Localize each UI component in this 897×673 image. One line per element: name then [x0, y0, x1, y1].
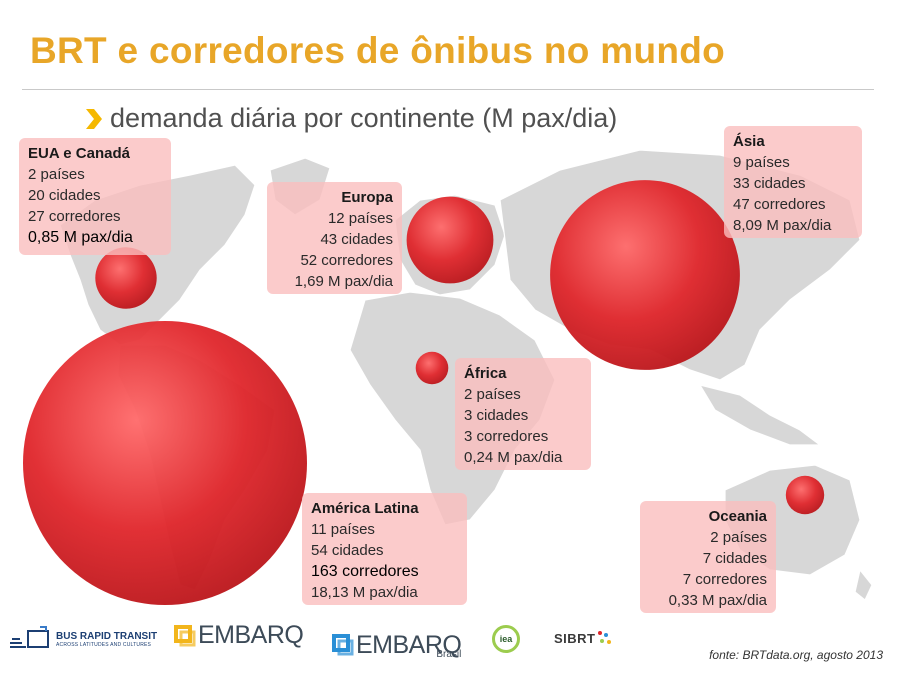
chevron-right-icon [86, 108, 102, 129]
brt-logo: BUS RAPID TRANSIT ACROSS LATITUDES AND C… [8, 625, 157, 653]
label-corredores: 163 corredores [311, 563, 419, 580]
sibrt-logo-text: SIBRT [554, 630, 596, 646]
bus-icon [10, 626, 49, 648]
embarq-brasil-logo-text: EMBARQ [356, 630, 462, 659]
label-corredores: 52 corredores [300, 252, 393, 269]
label-name: América Latina [311, 500, 419, 517]
label-cidades: 33 cidades [733, 175, 806, 192]
title-divider [22, 89, 874, 90]
label-cidades: 20 cidades [28, 187, 101, 204]
label-demanda: 8,09 M pax/dia [733, 217, 832, 234]
label-corredores: 47 corredores [733, 196, 826, 213]
brt-logo-title: BUS RAPID TRANSIT [56, 630, 158, 642]
label-eua-canada: EUA e Canadá 2 países 20 cidades 27 corr… [19, 138, 171, 255]
partner-logos: BUS RAPID TRANSIT ACROSS LATITUDES AND C… [0, 615, 897, 670]
label-name: Oceania [708, 508, 767, 525]
bubble-áfrica [415, 351, 449, 385]
label-oceania: Oceania 2 países 7 cidades 7 corredores … [640, 501, 776, 613]
label-paises: 9 países [733, 154, 790, 171]
land-new-zealand [854, 568, 873, 601]
label-cidades: 43 cidades [320, 231, 393, 248]
label-africa: África 2 países 3 cidades 3 corredores 0… [455, 358, 591, 470]
label-corredores: 7 corredores [682, 571, 767, 588]
label-paises: 2 países [464, 386, 521, 403]
label-name: Europa [341, 189, 393, 206]
sibrt-logo: SIBRT [554, 629, 614, 647]
label-cidades: 54 cidades [311, 542, 384, 559]
iea-logo: iea [492, 625, 520, 653]
bubble-eua-e-canadá [95, 247, 157, 309]
label-demanda: 0,24 M pax/dia [464, 449, 563, 466]
label-corredores: 3 corredores [464, 428, 549, 445]
embarq-brasil-mark-icon [332, 634, 354, 656]
iea-logo-mark: iea [492, 625, 520, 653]
label-demanda: 0,85 M pax/dia [28, 229, 133, 246]
label-europa: Europa 12 países 43 cidades 52 corredore… [267, 182, 402, 294]
embarq-brasil-logo: EMBARQ Brasil [330, 621, 462, 669]
label-demanda: 1,69 M pax/dia [294, 273, 393, 290]
label-asia: Ásia 9 países 33 cidades 47 corredores 8… [724, 126, 862, 238]
sibrt-dots-icon [597, 631, 611, 644]
brt-logo-tagline: ACROSS LATITUDES AND CULTURES [56, 641, 152, 648]
land-southeast-asia [698, 384, 822, 446]
label-paises: 11 países [311, 521, 375, 538]
subtitle-text: demanda diária por continente (M pax/dia… [110, 103, 618, 133]
label-cidades: 3 cidades [464, 407, 529, 424]
embarq-logo: EMBARQ [172, 621, 304, 650]
label-paises: 2 países [710, 529, 767, 546]
label-name: Ásia [733, 133, 765, 150]
label-cidades: 7 cidades [702, 550, 767, 567]
label-paises: 12 países [327, 210, 393, 227]
label-america-latina: América Latina 11 países 54 cidades 163 … [302, 493, 467, 605]
bubble-layer [23, 180, 825, 605]
label-demanda: 18,13 M pax/dia [311, 584, 418, 601]
page-title: BRT e corredores de ônibus no mundo [30, 30, 726, 71]
embarq-mark-icon [174, 624, 196, 646]
label-corredores: 27 corredores [28, 208, 121, 225]
bubble-oceania [785, 475, 825, 515]
chart-subtitle: demanda diária por continente (M pax/dia… [82, 103, 617, 134]
bubble-europa [406, 196, 494, 284]
embarq-brasil-sub: Brasil [436, 649, 462, 660]
bubble-américa-latina [23, 321, 307, 605]
label-paises: 2 países [28, 166, 85, 183]
embarq-logo-text: EMBARQ [198, 621, 304, 649]
source-note: fonte: BRTdata.org, agosto 2013 [709, 648, 883, 662]
label-name: EUA e Canadá [28, 145, 130, 162]
label-name: África [464, 365, 507, 382]
label-demanda: 0,33 M pax/dia [668, 592, 767, 609]
bubble-ásia [550, 180, 740, 370]
